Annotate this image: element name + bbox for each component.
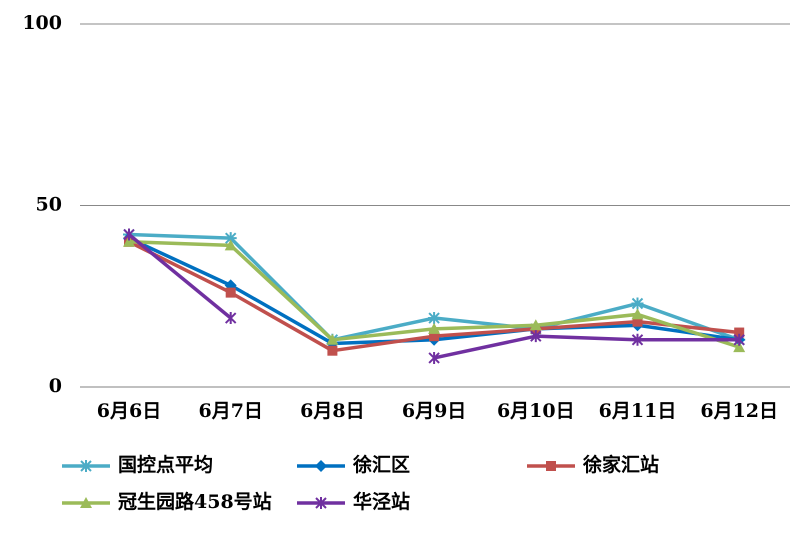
- data-point: [632, 316, 643, 327]
- legend-label: 徐汇区: [352, 453, 410, 476]
- legend-marker: [546, 461, 556, 471]
- marker-shape: [428, 312, 441, 325]
- data-point: [224, 312, 237, 325]
- marker-shape: [225, 287, 236, 298]
- marker-shape: [733, 333, 745, 346]
- x-tick-label: 6月12日: [700, 400, 778, 422]
- legend-marker: [315, 497, 327, 509]
- y-tick-label: 0: [49, 375, 62, 397]
- data-point: [530, 330, 542, 343]
- marker-shape: [631, 333, 644, 346]
- marker-shape: [429, 331, 440, 342]
- marker-shape: [734, 327, 745, 338]
- x-tick-label: 6月10日: [497, 400, 575, 422]
- legend-marker: [80, 497, 92, 508]
- data-point: [428, 322, 441, 334]
- legend-label: 冠生园路458号站: [118, 490, 272, 513]
- marker-shape: [80, 497, 92, 508]
- y-tick-label: 50: [36, 194, 62, 216]
- series-line: [127, 233, 232, 320]
- data-point: [631, 333, 644, 346]
- data-point: [429, 331, 440, 342]
- y-tick-label: 100: [22, 12, 62, 34]
- marker-shape: [428, 322, 441, 334]
- x-tick-label: 6月6日: [97, 400, 161, 422]
- marker-shape: [632, 316, 643, 327]
- data-point: [733, 341, 746, 353]
- data-point: [123, 235, 135, 247]
- legend-label: 徐家汇站: [582, 453, 659, 476]
- data-point: [123, 228, 135, 241]
- data-point: [734, 327, 745, 338]
- data-point: [224, 239, 237, 251]
- marker-shape: [546, 461, 556, 471]
- legend-label: 国控点平均: [118, 453, 213, 476]
- data-point: [225, 287, 236, 298]
- x-tick-label: 6月9日: [402, 400, 466, 422]
- data-point: [428, 312, 441, 325]
- legend-marker: [80, 460, 92, 472]
- marker-shape: [530, 330, 542, 343]
- legend-label: 华泾站: [353, 490, 410, 513]
- data-point: [327, 345, 338, 356]
- x-tick-label: 6月11日: [599, 400, 677, 422]
- data-point: [631, 297, 644, 310]
- marker-shape: [80, 460, 92, 472]
- marker-shape: [529, 319, 542, 331]
- data-point: [428, 351, 440, 364]
- marker-shape: [631, 308, 644, 320]
- marker-shape: [326, 333, 339, 345]
- marker-shape: [428, 351, 440, 364]
- data-point: [631, 308, 644, 320]
- marker-shape: [224, 239, 237, 251]
- marker-shape: [733, 341, 746, 353]
- data-point: [224, 232, 237, 245]
- data-point: [529, 319, 542, 331]
- marker-shape: [631, 297, 644, 310]
- marker-shape: [327, 345, 338, 356]
- data-point: [733, 333, 745, 346]
- data-point: [326, 333, 339, 345]
- marker-shape: [224, 312, 237, 325]
- legend-marker: [315, 460, 327, 472]
- marker-shape: [123, 235, 135, 247]
- series-line: [433, 334, 740, 360]
- marker-shape: [315, 460, 327, 472]
- marker-shape: [123, 228, 135, 241]
- x-tick-label: 6月8日: [300, 400, 364, 422]
- x-tick-label: 6月7日: [198, 400, 262, 422]
- marker-shape: [224, 232, 237, 245]
- marker-shape: [315, 497, 327, 509]
